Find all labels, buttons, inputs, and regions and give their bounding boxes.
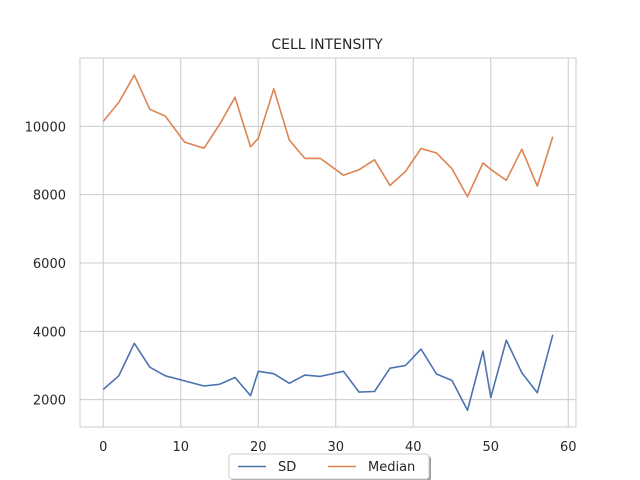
legend-label-sd: SD (278, 460, 296, 475)
y-tick-label: 6000 (33, 257, 66, 272)
x-tick-label: 30 (327, 440, 344, 455)
y-axis-ticks: 2000 4000 6000 8000 10000 (25, 120, 66, 408)
series-line-median (102, 74, 554, 198)
legend-label-median: Median (368, 460, 415, 475)
series-line-sd (102, 334, 554, 412)
plot-frame (79, 57, 577, 428)
grid-lines (80, 58, 576, 427)
series-lines (102, 74, 554, 412)
y-tick-label: 10000 (25, 120, 66, 135)
y-tick-label: 8000 (33, 189, 66, 204)
x-axis-ticks: 0 10 20 30 40 50 60 (99, 440, 576, 455)
x-tick-label: 40 (405, 440, 422, 455)
chart-title: CELL INTENSITY (271, 37, 383, 53)
y-tick-label: 2000 (33, 394, 66, 409)
x-tick-label: 20 (250, 440, 267, 455)
plot-area (79, 57, 577, 428)
x-tick-label: 0 (99, 440, 107, 455)
legend: SD Median (228, 453, 431, 480)
x-tick-label: 60 (560, 440, 577, 455)
y-tick-label: 4000 (33, 325, 66, 340)
x-tick-label: 10 (172, 440, 189, 455)
x-tick-label: 50 (482, 440, 499, 455)
